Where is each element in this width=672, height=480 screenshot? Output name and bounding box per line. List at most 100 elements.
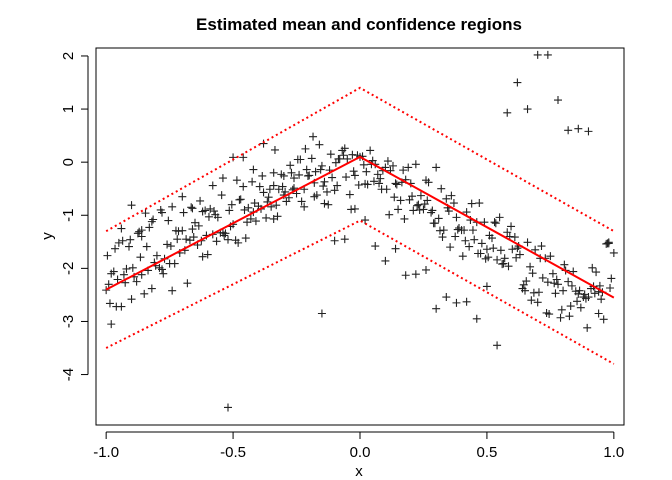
- data-point: [566, 302, 575, 311]
- data-point: [152, 251, 161, 260]
- upper-confidence-line: [105, 86, 615, 233]
- data-point: [550, 279, 559, 288]
- data-point: [359, 160, 368, 169]
- data-point: [376, 174, 385, 183]
- data-point: [278, 182, 287, 191]
- data-point: [227, 200, 236, 209]
- data-point: [597, 295, 606, 304]
- data-point: [507, 222, 516, 231]
- x-axis-label: x: [355, 463, 363, 480]
- data-point: [339, 151, 348, 160]
- scatter-points: [102, 51, 618, 412]
- data-point: [296, 155, 305, 164]
- data-point: [243, 218, 252, 227]
- data-point: [307, 154, 316, 163]
- data-point: [333, 181, 342, 190]
- data-point: [512, 253, 521, 262]
- x-tick-label: 1.0: [603, 444, 624, 461]
- data-point: [390, 193, 399, 202]
- data-point: [147, 284, 156, 293]
- data-point: [537, 242, 546, 251]
- data-point: [264, 193, 273, 202]
- data-point: [198, 207, 207, 216]
- data-point: [533, 298, 542, 307]
- data-point: [531, 245, 540, 254]
- data-point: [604, 239, 613, 248]
- data-point: [168, 202, 177, 211]
- y-tick-label: -1: [60, 209, 77, 222]
- data-point: [317, 161, 326, 170]
- data-point: [189, 233, 198, 242]
- y-axis-label: y: [39, 232, 56, 240]
- data-point: [117, 224, 126, 233]
- data-point: [580, 290, 589, 299]
- data-point: [481, 254, 490, 263]
- data-point: [235, 195, 244, 204]
- data-point: [560, 260, 569, 269]
- data-point: [354, 180, 363, 189]
- data-point: [542, 308, 551, 317]
- data-point: [334, 154, 343, 163]
- data-point: [411, 160, 420, 169]
- data-point: [196, 196, 205, 205]
- data-point: [527, 296, 536, 305]
- data-point: [493, 341, 502, 350]
- y-tick-label: -3: [60, 315, 77, 328]
- data-point: [105, 299, 114, 308]
- data-point: [422, 265, 430, 274]
- data-point: [556, 313, 565, 322]
- data-point: [259, 139, 268, 148]
- data-point: [416, 191, 425, 200]
- data-point: [251, 217, 260, 226]
- data-point: [382, 185, 391, 194]
- y-tick-label: -4: [60, 368, 77, 381]
- data-point: [265, 185, 274, 194]
- data-point: [287, 168, 296, 177]
- data-point: [521, 286, 529, 295]
- data-point: [111, 244, 120, 253]
- data-point: [297, 197, 306, 206]
- data-point: [590, 289, 599, 298]
- x-tick-label: -0.5: [220, 444, 246, 461]
- data-point: [310, 192, 319, 201]
- data-point: [128, 263, 137, 272]
- data-point: [554, 96, 562, 105]
- data-point: [607, 274, 616, 283]
- data-point: [477, 239, 486, 248]
- data-point: [551, 289, 560, 298]
- mean-line: [105, 155, 615, 299]
- data-point: [475, 199, 484, 208]
- data-point: [320, 177, 329, 186]
- data-point: [362, 167, 371, 176]
- data-point: [239, 182, 248, 191]
- data-point: [206, 204, 215, 213]
- data-point: [420, 200, 429, 209]
- data-point: [241, 234, 250, 243]
- data-point: [323, 187, 331, 196]
- data-point: [324, 200, 333, 209]
- data-point: [489, 244, 498, 253]
- data-point: [174, 227, 183, 236]
- data-point: [224, 235, 232, 244]
- data-point: [127, 201, 136, 210]
- data-point: [232, 176, 241, 185]
- data-point: [179, 208, 188, 217]
- data-point: [269, 181, 278, 190]
- data-point: [188, 204, 197, 213]
- data-point: [564, 277, 573, 286]
- data-point: [244, 203, 253, 212]
- data-point: [438, 233, 447, 242]
- data-point: [394, 205, 403, 214]
- data-point: [220, 231, 229, 240]
- data-point: [399, 166, 408, 175]
- plot-frame: [95, 47, 625, 426]
- data-point: [163, 240, 172, 249]
- data-point: [170, 259, 179, 268]
- data-point: [499, 259, 508, 268]
- data-point: [126, 235, 135, 244]
- data-point: [212, 237, 221, 246]
- data-point: [488, 234, 496, 243]
- data-point: [350, 204, 359, 213]
- data-point: [401, 271, 410, 280]
